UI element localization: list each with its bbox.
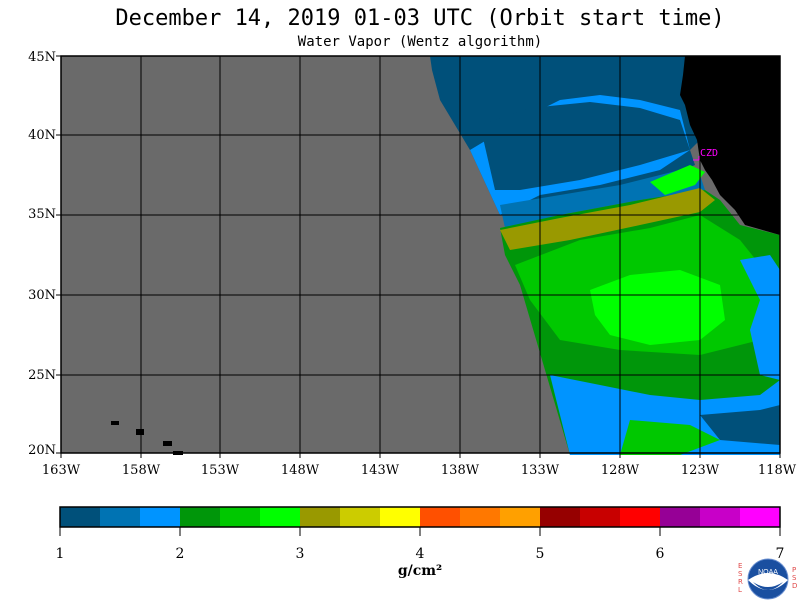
logo-letter-s: S <box>738 570 743 578</box>
colorbar-cell <box>460 507 501 527</box>
lat-label-45n: 45N <box>28 50 56 65</box>
colorbar-ticks <box>59 527 781 536</box>
colorbar-cell <box>380 507 421 527</box>
lat-label-20n: 20N <box>28 443 56 458</box>
colorbar-cell <box>140 507 181 527</box>
colorbar-cell <box>660 507 701 527</box>
noaa-emblem-icon: NOAA <box>747 558 789 600</box>
map-subtitle: Water Vapor (Wentz algorithm) <box>297 34 543 50</box>
logo-letter-d: D <box>792 582 798 590</box>
water-vapor-swath <box>430 56 780 455</box>
vapor-band-lime-2 <box>650 165 705 195</box>
lon-label-158w: 158W <box>121 463 161 478</box>
axis-ticks <box>56 55 781 458</box>
colorbar-cell <box>580 507 621 527</box>
colorbar-tick-7: 7 <box>775 546 785 562</box>
island-oahu <box>136 429 144 435</box>
logo-letter-l: L <box>738 586 742 594</box>
lon-label-118w: 118W <box>757 463 797 478</box>
colorbar-cell <box>300 507 341 527</box>
lat-label-35n: 35N <box>28 207 56 222</box>
colorbar-tick-5: 5 <box>535 546 545 562</box>
colorbar-cell <box>740 507 781 527</box>
logo-letter-s2: S <box>792 574 797 582</box>
colorbar-tick-2: 2 <box>175 546 185 562</box>
colorbar-cell <box>260 507 301 527</box>
graticule <box>61 56 780 453</box>
lat-label-30n: 30N <box>28 288 56 303</box>
logo-letter-p: P <box>792 566 797 574</box>
lon-label-123w: 123W <box>680 463 720 478</box>
vapor-band-olive <box>500 188 715 250</box>
colorbar-tick-1: 1 <box>55 546 65 562</box>
lat-label-25n: 25N <box>28 368 56 383</box>
lat-label-40n: 40N <box>28 128 56 143</box>
noaa-logo: E S R L NOAA P S D <box>736 558 800 600</box>
lon-label-148w: 148W <box>280 463 320 478</box>
lon-label-128w: 128W <box>600 463 640 478</box>
vapor-band-blue-east <box>740 255 780 380</box>
vapor-band-green-south <box>620 420 720 455</box>
colorbar-cell <box>60 507 101 527</box>
colorbar-cell <box>700 507 741 527</box>
vapor-band-dark-blue-2 <box>480 102 690 190</box>
lon-label-153w: 153W <box>200 463 240 478</box>
island-maui <box>163 441 172 446</box>
colorbar-cells <box>60 507 781 527</box>
station-label: CZD <box>700 148 718 159</box>
colorbar-units: g/cm² <box>397 563 443 579</box>
map-title: December 14, 2019 01-03 UTC (Orbit start… <box>115 6 725 31</box>
station-marker <box>693 156 700 161</box>
colorbar-tick-6: 6 <box>655 546 665 562</box>
logo-center-text: NOAA <box>758 569 778 576</box>
lon-label-163w: 163W <box>41 463 81 478</box>
vapor-band-dark-blue-south <box>700 405 780 445</box>
colorbar-cell <box>100 507 141 527</box>
map-frame <box>60 55 781 454</box>
logo-letter-e: E <box>738 562 743 570</box>
colorbar-cell <box>340 507 381 527</box>
lon-label-143w: 143W <box>360 463 400 478</box>
vapor-band-lime <box>590 270 725 345</box>
lon-label-138w: 138W <box>440 463 480 478</box>
colorbar-cell <box>540 507 581 527</box>
island-kauai <box>111 421 119 425</box>
colorbar-cell <box>220 507 261 527</box>
land-north-america <box>680 56 780 235</box>
colorbar-cell <box>420 507 461 527</box>
lon-label-133w: 133W <box>520 463 560 478</box>
colorbar-tick-4: 4 <box>415 546 425 562</box>
colorbar-cell <box>620 507 661 527</box>
colorbar-cell <box>500 507 541 527</box>
colorbar-cell <box>180 507 221 527</box>
logo-letter-r: R <box>738 578 743 586</box>
colorbar-tick-3: 3 <box>295 546 305 562</box>
